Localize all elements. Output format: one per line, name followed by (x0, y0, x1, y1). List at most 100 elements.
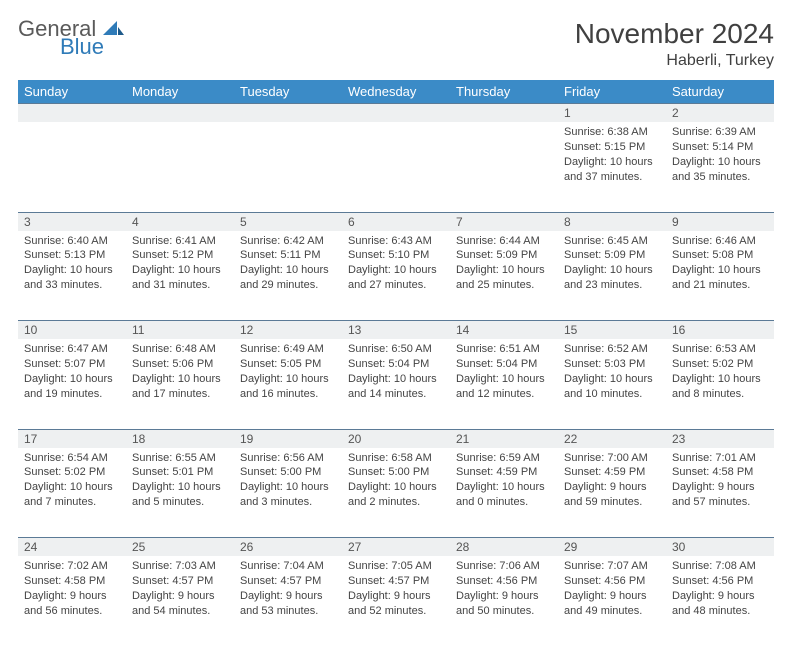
day-content: Sunrise: 7:05 AMSunset: 4:57 PMDaylight:… (342, 556, 450, 622)
sunrise-text: Sunrise: 6:40 AM (24, 234, 120, 249)
day-number: 10 (18, 321, 126, 339)
day-number-cell: 16 (666, 321, 774, 340)
day-content: Sunrise: 6:48 AMSunset: 5:06 PMDaylight:… (126, 339, 234, 405)
day-content: Sunrise: 6:49 AMSunset: 5:05 PMDaylight:… (234, 339, 342, 405)
daylight-text: Daylight: 10 hours and 0 minutes. (456, 480, 552, 510)
day-cell: Sunrise: 6:42 AMSunset: 5:11 PMDaylight:… (234, 231, 342, 321)
sunset-text: Sunset: 4:56 PM (456, 574, 552, 589)
logo-text-blue: Blue (60, 36, 125, 58)
day-cell: Sunrise: 7:03 AMSunset: 4:57 PMDaylight:… (126, 556, 234, 646)
day-number-cell: 19 (234, 429, 342, 448)
sunset-text: Sunset: 5:00 PM (348, 465, 444, 480)
daylight-text: Daylight: 10 hours and 23 minutes. (564, 263, 660, 293)
day-content: Sunrise: 7:01 AMSunset: 4:58 PMDaylight:… (666, 448, 774, 514)
day-cell: Sunrise: 7:01 AMSunset: 4:58 PMDaylight:… (666, 448, 774, 538)
day-cell: Sunrise: 6:39 AMSunset: 5:14 PMDaylight:… (666, 122, 774, 212)
day-cell: Sunrise: 7:07 AMSunset: 4:56 PMDaylight:… (558, 556, 666, 646)
day-cell: Sunrise: 6:47 AMSunset: 5:07 PMDaylight:… (18, 339, 126, 429)
daylight-text: Daylight: 10 hours and 21 minutes. (672, 263, 768, 293)
sunrise-text: Sunrise: 7:01 AM (672, 451, 768, 466)
sunset-text: Sunset: 4:58 PM (24, 574, 120, 589)
sunrise-text: Sunrise: 6:53 AM (672, 342, 768, 357)
day-number: 7 (450, 213, 558, 231)
day-number-cell: 30 (666, 538, 774, 557)
day-content: Sunrise: 6:40 AMSunset: 5:13 PMDaylight:… (18, 231, 126, 297)
day-number (18, 104, 126, 108)
daylight-text: Daylight: 10 hours and 37 minutes. (564, 155, 660, 185)
sunset-text: Sunset: 4:57 PM (132, 574, 228, 589)
day-number: 16 (666, 321, 774, 339)
day-number: 2 (666, 104, 774, 122)
daylight-text: Daylight: 9 hours and 50 minutes. (456, 589, 552, 619)
daylight-text: Daylight: 10 hours and 29 minutes. (240, 263, 336, 293)
sunset-text: Sunset: 5:00 PM (240, 465, 336, 480)
day-number-cell (126, 104, 234, 123)
daylight-text: Daylight: 10 hours and 27 minutes. (348, 263, 444, 293)
logo: General Blue (18, 18, 125, 58)
title-block: November 2024 Haberli, Turkey (575, 18, 774, 70)
day-number (234, 104, 342, 108)
day-cell: Sunrise: 6:52 AMSunset: 5:03 PMDaylight:… (558, 339, 666, 429)
day-number-cell: 25 (126, 538, 234, 557)
day-number: 23 (666, 430, 774, 448)
day-number-cell: 24 (18, 538, 126, 557)
weekday-header-row: Sunday Monday Tuesday Wednesday Thursday… (18, 80, 774, 104)
sunrise-text: Sunrise: 6:56 AM (240, 451, 336, 466)
sunrise-text: Sunrise: 7:05 AM (348, 559, 444, 574)
week-content-row: Sunrise: 7:02 AMSunset: 4:58 PMDaylight:… (18, 556, 774, 646)
day-content: Sunrise: 7:02 AMSunset: 4:58 PMDaylight:… (18, 556, 126, 622)
day-number-cell: 22 (558, 429, 666, 448)
sunset-text: Sunset: 5:01 PM (132, 465, 228, 480)
sunset-text: Sunset: 5:05 PM (240, 357, 336, 372)
day-number-cell: 23 (666, 429, 774, 448)
day-content: Sunrise: 7:08 AMSunset: 4:56 PMDaylight:… (666, 556, 774, 622)
day-number-cell: 9 (666, 212, 774, 231)
sunrise-text: Sunrise: 7:00 AM (564, 451, 660, 466)
day-number (450, 104, 558, 108)
sunset-text: Sunset: 4:57 PM (240, 574, 336, 589)
day-number-cell: 10 (18, 321, 126, 340)
weekday-header: Thursday (450, 80, 558, 104)
day-number-cell: 12 (234, 321, 342, 340)
day-content: Sunrise: 6:56 AMSunset: 5:00 PMDaylight:… (234, 448, 342, 514)
day-number: 6 (342, 213, 450, 231)
daylight-text: Daylight: 10 hours and 31 minutes. (132, 263, 228, 293)
day-cell: Sunrise: 6:48 AMSunset: 5:06 PMDaylight:… (126, 339, 234, 429)
day-number: 24 (18, 538, 126, 556)
day-number: 17 (18, 430, 126, 448)
day-number-cell: 2 (666, 104, 774, 123)
weekday-header: Tuesday (234, 80, 342, 104)
day-number-cell: 20 (342, 429, 450, 448)
day-cell: Sunrise: 6:56 AMSunset: 5:00 PMDaylight:… (234, 448, 342, 538)
day-content: Sunrise: 6:53 AMSunset: 5:02 PMDaylight:… (666, 339, 774, 405)
weekday-header: Friday (558, 80, 666, 104)
daylight-text: Daylight: 10 hours and 33 minutes. (24, 263, 120, 293)
sunrise-text: Sunrise: 7:07 AM (564, 559, 660, 574)
day-content: Sunrise: 6:38 AMSunset: 5:15 PMDaylight:… (558, 122, 666, 188)
day-number-cell: 26 (234, 538, 342, 557)
sunset-text: Sunset: 5:04 PM (456, 357, 552, 372)
daylight-text: Daylight: 10 hours and 7 minutes. (24, 480, 120, 510)
day-number: 22 (558, 430, 666, 448)
day-content: Sunrise: 6:55 AMSunset: 5:01 PMDaylight:… (126, 448, 234, 514)
day-cell: Sunrise: 6:46 AMSunset: 5:08 PMDaylight:… (666, 231, 774, 321)
sunset-text: Sunset: 5:04 PM (348, 357, 444, 372)
sunset-text: Sunset: 4:56 PM (672, 574, 768, 589)
day-number-cell: 17 (18, 429, 126, 448)
day-number-cell: 14 (450, 321, 558, 340)
day-number: 18 (126, 430, 234, 448)
sunrise-text: Sunrise: 6:42 AM (240, 234, 336, 249)
weekday-header: Wednesday (342, 80, 450, 104)
day-content: Sunrise: 7:06 AMSunset: 4:56 PMDaylight:… (450, 556, 558, 622)
day-cell: Sunrise: 6:50 AMSunset: 5:04 PMDaylight:… (342, 339, 450, 429)
day-content: Sunrise: 6:46 AMSunset: 5:08 PMDaylight:… (666, 231, 774, 297)
day-content: Sunrise: 6:50 AMSunset: 5:04 PMDaylight:… (342, 339, 450, 405)
day-number: 1 (558, 104, 666, 122)
weekday-header: Sunday (18, 80, 126, 104)
day-cell: Sunrise: 6:54 AMSunset: 5:02 PMDaylight:… (18, 448, 126, 538)
sunset-text: Sunset: 5:09 PM (564, 248, 660, 263)
day-number-cell: 13 (342, 321, 450, 340)
day-cell: Sunrise: 7:05 AMSunset: 4:57 PMDaylight:… (342, 556, 450, 646)
daylight-text: Daylight: 10 hours and 12 minutes. (456, 372, 552, 402)
day-number: 26 (234, 538, 342, 556)
